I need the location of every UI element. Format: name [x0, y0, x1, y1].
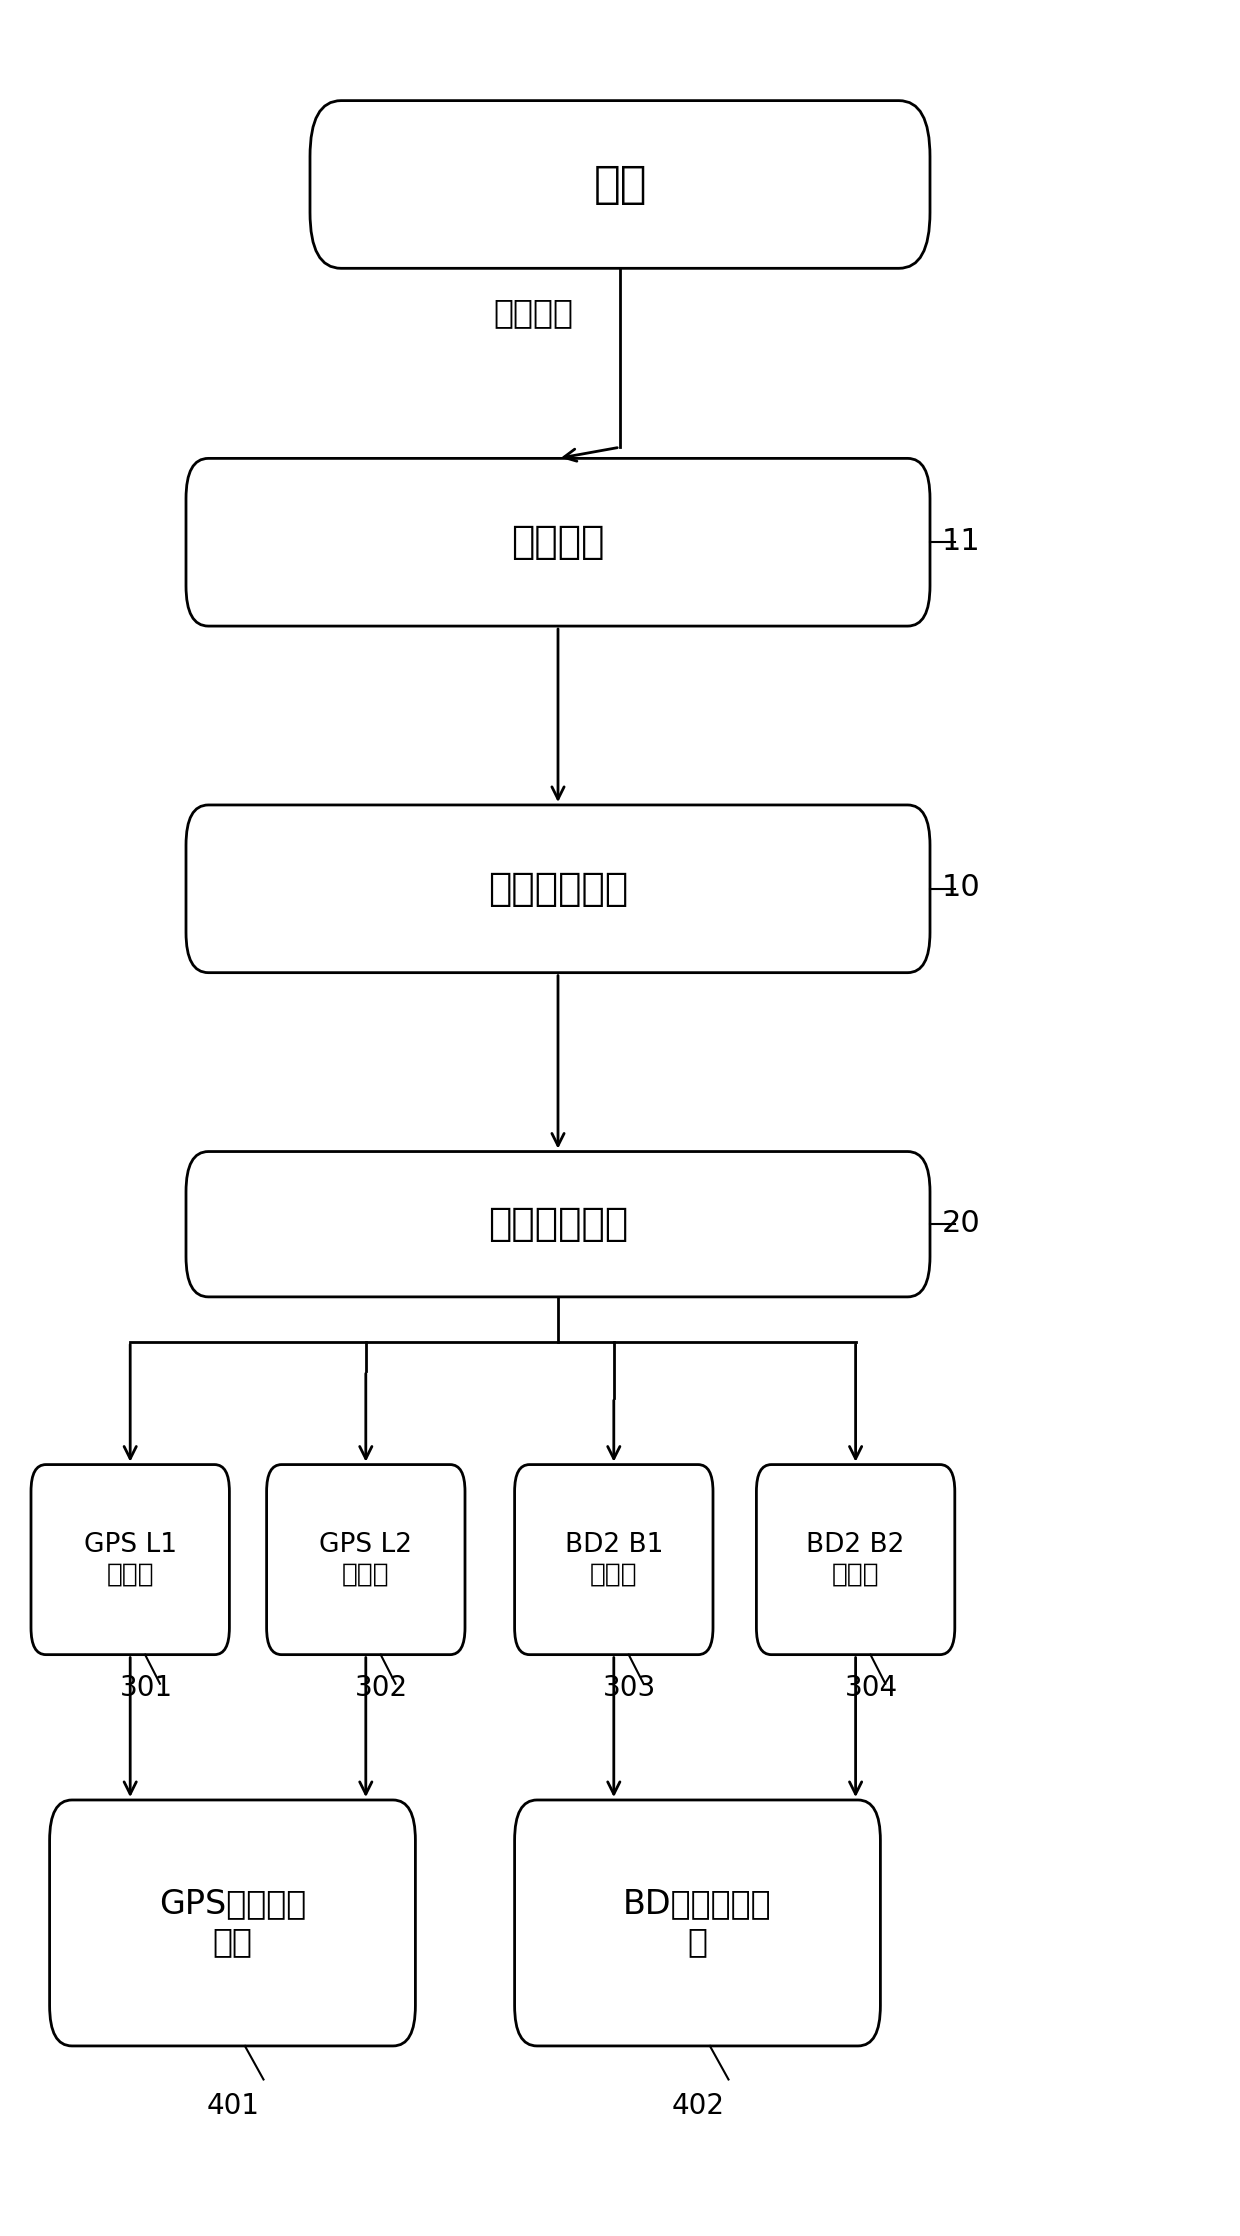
Text: 302: 302 [356, 1675, 408, 1702]
Text: 301: 301 [120, 1675, 172, 1702]
FancyBboxPatch shape [186, 1152, 930, 1297]
Text: 20: 20 [941, 1210, 981, 1237]
FancyBboxPatch shape [50, 1800, 415, 2046]
Text: BD专用射频芯
片: BD专用射频芯 片 [624, 1887, 771, 1959]
Text: GPS专用射频
芯片: GPS专用射频 芯片 [159, 1887, 306, 1959]
FancyBboxPatch shape [186, 805, 930, 973]
Text: BD2 B2
滤波器: BD2 B2 滤波器 [806, 1532, 905, 1588]
FancyBboxPatch shape [756, 1465, 955, 1655]
Text: 低噪声放大器: 低噪声放大器 [487, 870, 629, 908]
Text: 射频信号: 射频信号 [494, 297, 573, 329]
Text: BD2 B1
滤波器: BD2 B1 滤波器 [564, 1532, 663, 1588]
Text: 10: 10 [941, 874, 981, 901]
Text: 一分四功分器: 一分四功分器 [487, 1205, 629, 1243]
Text: 401: 401 [207, 2093, 259, 2120]
Text: 滤波电路: 滤波电路 [511, 523, 605, 561]
Text: 11: 11 [941, 528, 981, 555]
Text: 天线: 天线 [593, 163, 647, 206]
Text: GPS L1
滤波器: GPS L1 滤波器 [84, 1532, 177, 1588]
Text: GPS L2
滤波器: GPS L2 滤波器 [319, 1532, 412, 1588]
FancyBboxPatch shape [515, 1800, 880, 2046]
FancyBboxPatch shape [186, 458, 930, 626]
Text: 402: 402 [672, 2093, 724, 2120]
FancyBboxPatch shape [515, 1465, 713, 1655]
FancyBboxPatch shape [31, 1465, 229, 1655]
Text: 304: 304 [846, 1675, 898, 1702]
FancyBboxPatch shape [267, 1465, 465, 1655]
FancyBboxPatch shape [310, 101, 930, 268]
Text: 303: 303 [604, 1675, 656, 1702]
